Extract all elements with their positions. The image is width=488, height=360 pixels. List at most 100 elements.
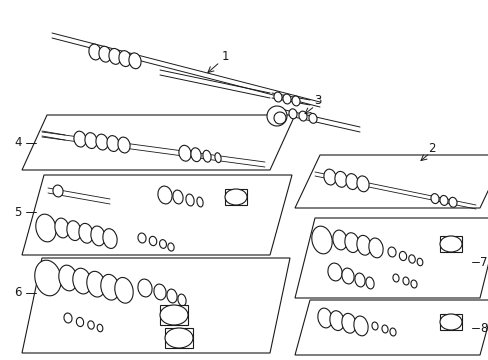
Ellipse shape [430,194,438,203]
Ellipse shape [392,274,398,282]
Ellipse shape [311,226,331,254]
Ellipse shape [173,190,183,204]
Ellipse shape [416,258,422,266]
Ellipse shape [389,328,395,336]
Ellipse shape [178,294,186,306]
Ellipse shape [323,169,335,185]
Text: 8: 8 [479,321,487,334]
Ellipse shape [36,214,56,242]
Ellipse shape [402,277,408,285]
Bar [164,328,193,348]
Ellipse shape [334,171,346,187]
Ellipse shape [273,112,285,124]
Ellipse shape [158,186,172,204]
Ellipse shape [341,268,353,284]
Ellipse shape [291,96,300,106]
Ellipse shape [118,137,130,153]
Ellipse shape [341,314,355,333]
Ellipse shape [410,280,416,288]
Text: 3: 3 [314,94,321,108]
Ellipse shape [74,131,86,147]
Polygon shape [294,300,488,355]
Ellipse shape [365,277,373,289]
Ellipse shape [408,255,414,263]
Ellipse shape [99,46,111,62]
Polygon shape [22,258,289,353]
Ellipse shape [164,328,193,348]
Polygon shape [22,175,291,255]
Ellipse shape [35,260,61,296]
Ellipse shape [317,308,331,328]
Ellipse shape [185,194,194,206]
Ellipse shape [356,176,368,192]
Ellipse shape [214,153,221,163]
Ellipse shape [96,134,108,150]
Ellipse shape [308,113,316,123]
Ellipse shape [91,226,105,246]
Ellipse shape [138,233,146,243]
Ellipse shape [55,218,69,238]
Ellipse shape [266,106,286,126]
Ellipse shape [89,44,101,60]
Ellipse shape [439,236,461,252]
Ellipse shape [79,224,93,243]
Ellipse shape [197,197,203,207]
Polygon shape [294,218,488,298]
Ellipse shape [224,189,246,205]
Ellipse shape [381,325,387,333]
Ellipse shape [273,92,282,102]
Ellipse shape [159,240,166,248]
Text: 5: 5 [14,206,21,219]
Ellipse shape [327,263,342,281]
Ellipse shape [115,278,133,303]
Ellipse shape [166,289,177,303]
Ellipse shape [154,284,166,300]
Ellipse shape [59,265,77,291]
Ellipse shape [448,197,456,207]
Ellipse shape [368,238,383,258]
Ellipse shape [203,150,211,162]
Ellipse shape [329,311,344,330]
Ellipse shape [53,185,63,197]
Ellipse shape [439,314,461,330]
Ellipse shape [179,145,191,161]
Bar [439,314,461,330]
Ellipse shape [345,174,357,189]
Ellipse shape [439,195,447,206]
Bar [439,236,461,252]
Ellipse shape [288,109,296,119]
Ellipse shape [102,229,117,248]
Ellipse shape [87,321,94,329]
Ellipse shape [73,268,91,294]
Ellipse shape [64,313,72,323]
Ellipse shape [107,136,119,152]
Text: 4: 4 [14,136,21,149]
Ellipse shape [283,94,290,104]
Polygon shape [294,155,488,208]
Ellipse shape [399,251,406,261]
Text: 1: 1 [221,50,228,63]
Bar [224,189,246,205]
Ellipse shape [356,235,370,255]
Ellipse shape [119,51,131,67]
Ellipse shape [67,221,81,240]
Ellipse shape [354,273,365,287]
Ellipse shape [101,274,119,300]
Ellipse shape [86,271,105,297]
Ellipse shape [344,233,358,252]
Ellipse shape [109,49,121,64]
Ellipse shape [190,148,201,162]
Ellipse shape [138,279,152,297]
Ellipse shape [332,230,346,250]
Ellipse shape [129,53,141,69]
Ellipse shape [149,236,157,246]
Text: 6: 6 [14,287,21,300]
Ellipse shape [76,318,83,327]
Text: 7: 7 [479,256,487,269]
Ellipse shape [371,322,377,330]
Ellipse shape [387,247,395,257]
Text: 2: 2 [427,141,435,154]
Ellipse shape [160,305,187,325]
Ellipse shape [85,133,97,149]
Bar [160,305,187,325]
